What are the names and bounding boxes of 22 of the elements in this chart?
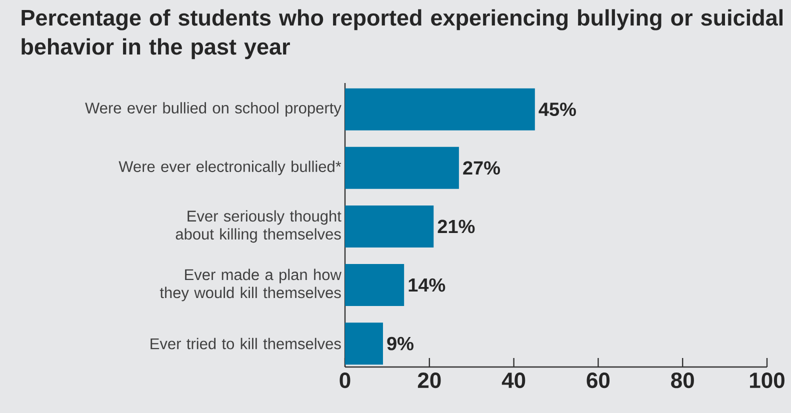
data-label: 14% bbox=[408, 278, 446, 292]
x-tick-label: 60 bbox=[586, 372, 610, 388]
y-tick-label: Ever seriously thought about killing themselves bbox=[176, 210, 342, 243]
x-tick-label: 80 bbox=[671, 372, 694, 388]
bar bbox=[345, 146, 459, 189]
y-tick-label: Ever made a plan how they would kill themselves bbox=[160, 268, 342, 302]
bar bbox=[345, 322, 383, 365]
x-tick-label: 0 bbox=[340, 372, 350, 388]
x-tick-label: 20 bbox=[418, 372, 441, 388]
x-tick-label: 40 bbox=[502, 372, 526, 388]
data-label: 27% bbox=[463, 161, 500, 175]
y-tick-label: Were ever bullied on school property bbox=[85, 102, 342, 117]
bar bbox=[345, 88, 535, 130]
y-tick-label: Were ever electronically bullied* bbox=[118, 160, 342, 176]
chart-title: Percentage of students who reported experiencing bullying or suicidal behavior in the past year bbox=[22, 9, 782, 60]
data-label: 45% bbox=[538, 102, 576, 116]
y-tick-label: Ever tried to kill themselves bbox=[150, 338, 341, 350]
data-label: 21% bbox=[438, 220, 475, 234]
x-tick-label: 100 bbox=[750, 372, 784, 388]
data-label: 9% bbox=[387, 336, 414, 350]
bar bbox=[345, 205, 434, 248]
bar bbox=[345, 264, 404, 306]
